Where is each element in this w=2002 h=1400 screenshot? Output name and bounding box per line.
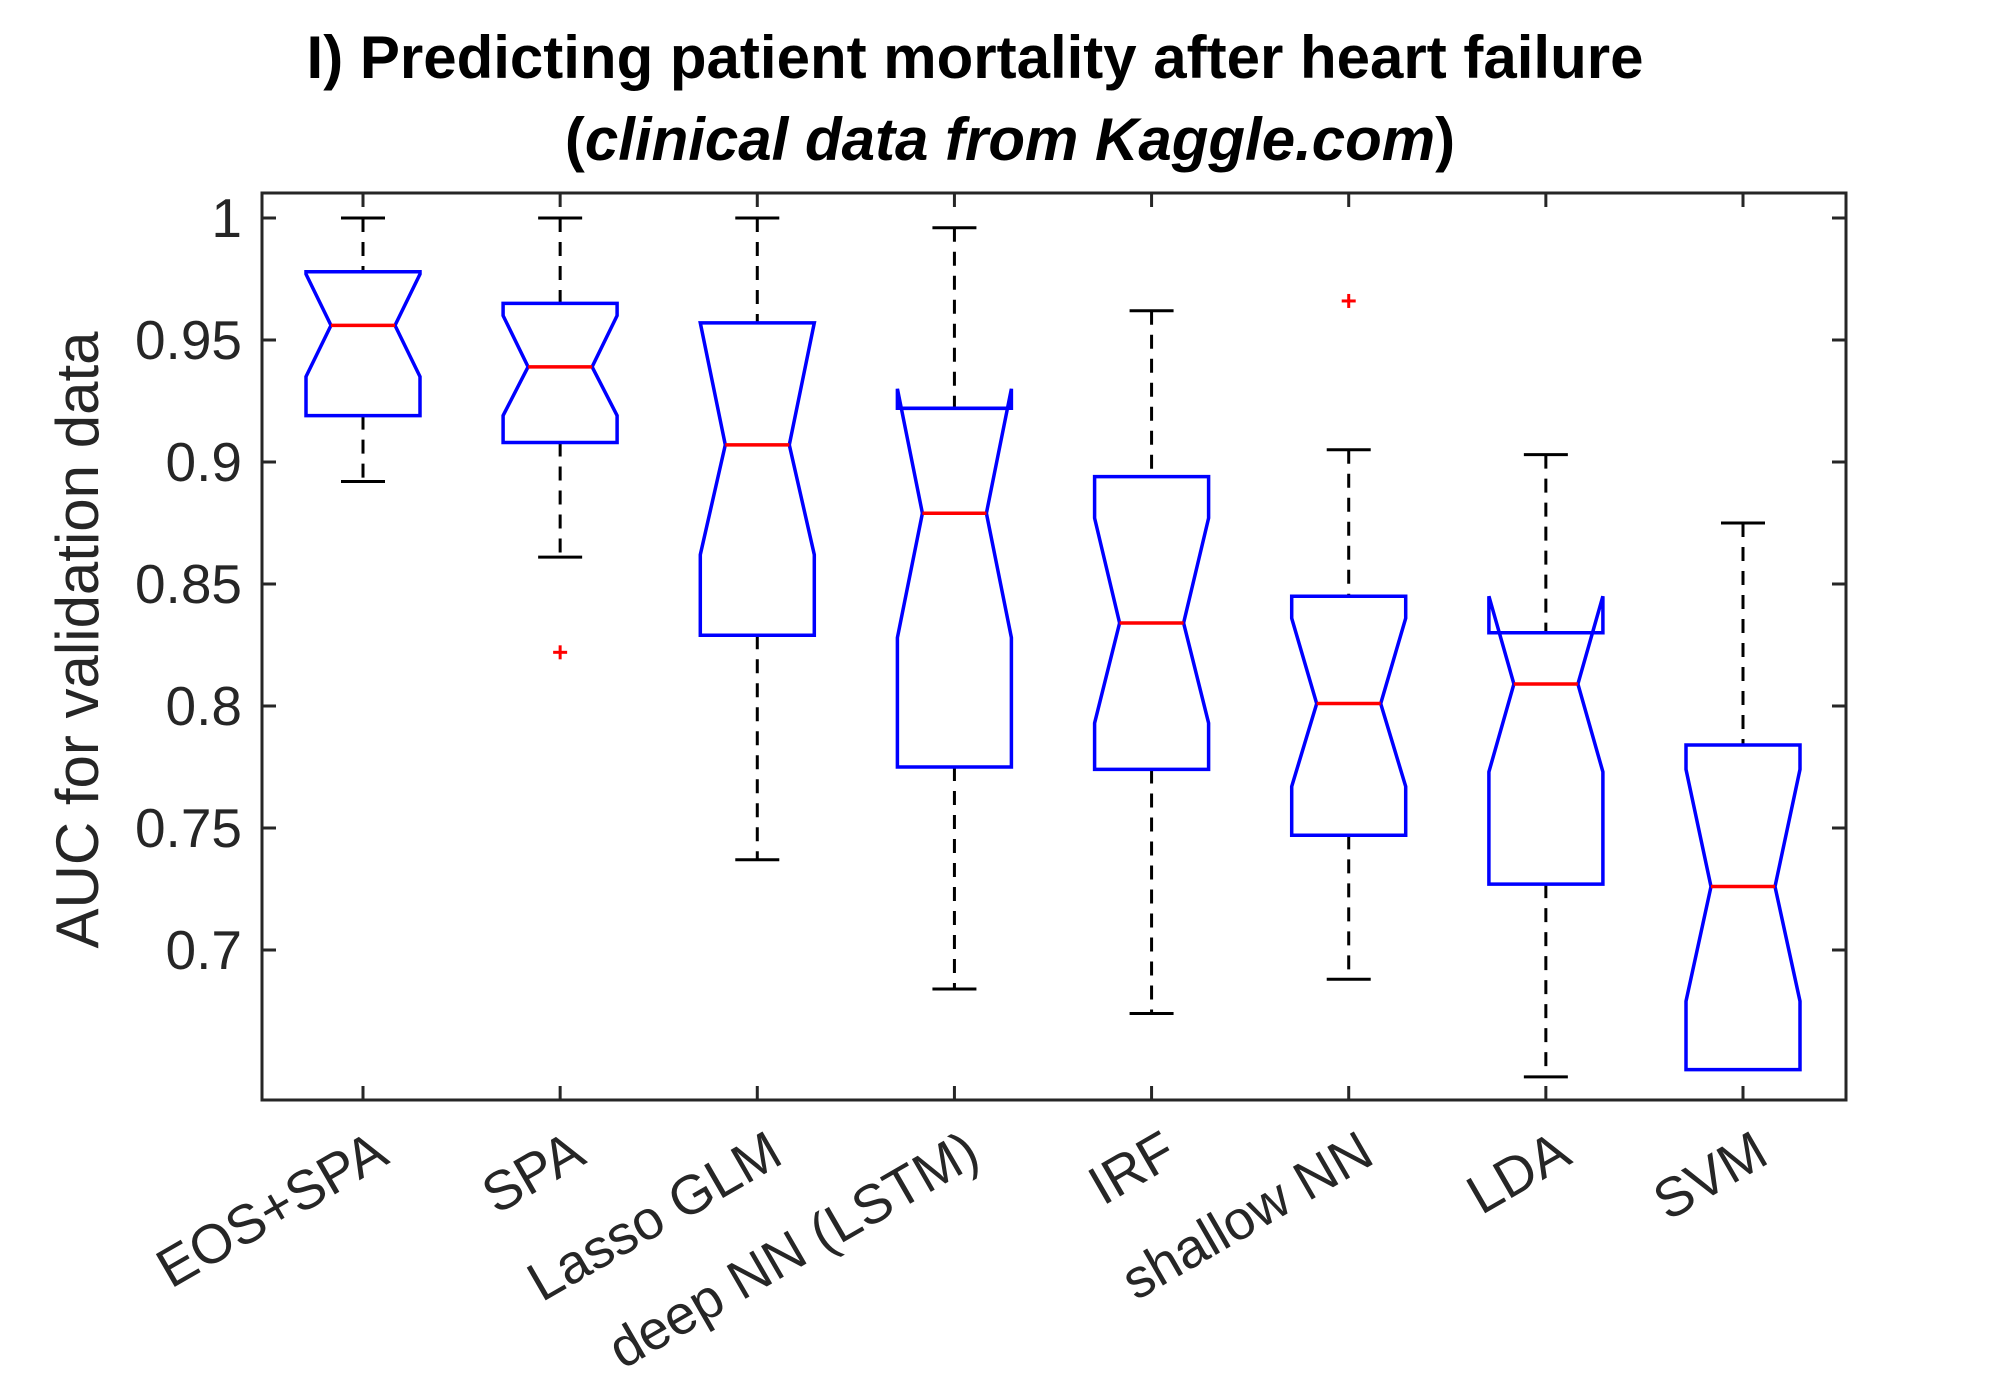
box-outline — [1487, 595, 1605, 886]
y-tick-label: 0.8 — [166, 675, 242, 737]
x-tick-label: EOS+SPA — [146, 1119, 397, 1300]
chart-title: I) Predicting patient mortality after he… — [307, 24, 1644, 173]
chart-title-paren-close: ) — [1435, 106, 1455, 173]
y-tick-label: 0.75 — [135, 797, 242, 859]
box-outline — [1684, 743, 1802, 1072]
box-outline — [698, 321, 817, 637]
chart-title-line2: (clinical data from Kaggle.com) — [565, 106, 1455, 173]
x-tick-label: SVM — [1643, 1119, 1777, 1232]
y-axis-label: AUC for validation data — [44, 331, 111, 949]
box-outline — [501, 301, 619, 445]
box-outline — [1092, 474, 1211, 772]
y-tick-label: 0.95 — [135, 309, 242, 371]
y-tick-label: 1 — [211, 187, 242, 249]
chart-title-source: clinical data from Kaggle.com — [585, 106, 1435, 173]
y-tick-label: 0.85 — [135, 553, 242, 615]
y-tick-label: 0.9 — [166, 431, 242, 493]
chart-title-line1: I) Predicting patient mortality after he… — [307, 24, 1644, 91]
y-tick-label: 0.7 — [166, 919, 242, 981]
chart-title-paren-open: ( — [565, 106, 585, 173]
box-outline — [304, 269, 422, 418]
x-tick-label: SPA — [471, 1119, 594, 1226]
x-tick-label: IRF — [1078, 1119, 1186, 1217]
box-outline — [1289, 594, 1408, 838]
x-tick-label: LDA — [1456, 1119, 1580, 1226]
box-outline — [895, 388, 1014, 769]
plot-frame — [260, 191, 1848, 1102]
